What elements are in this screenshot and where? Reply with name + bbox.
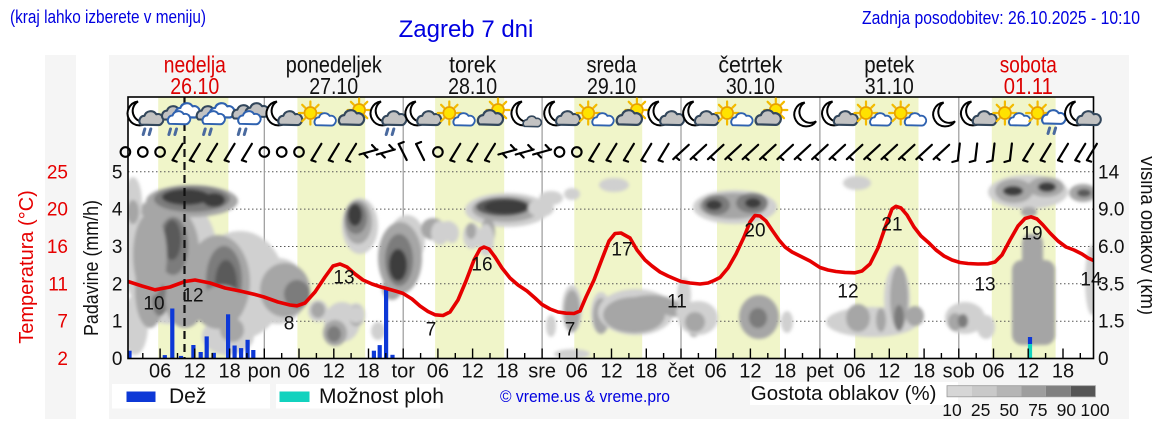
svg-text:10: 10: [942, 400, 962, 420]
svg-text:7: 7: [565, 320, 576, 341]
svg-text:ponedeljek: ponedeljek: [286, 52, 382, 78]
svg-text:3.5: 3.5: [1098, 274, 1124, 295]
svg-text:29.10: 29.10: [587, 73, 636, 99]
svg-text:90: 90: [1057, 400, 1077, 420]
svg-text:pet: pet: [806, 361, 834, 383]
svg-text:30.10: 30.10: [726, 73, 775, 99]
svg-text:2: 2: [57, 349, 68, 370]
svg-text:11: 11: [667, 292, 687, 313]
svg-text:06: 06: [149, 361, 171, 383]
svg-text:10: 10: [143, 294, 164, 315]
svg-text:18: 18: [774, 361, 796, 383]
svg-text:tor: tor: [392, 361, 416, 383]
svg-text:12: 12: [461, 361, 483, 383]
svg-text:3: 3: [112, 237, 123, 258]
svg-text:Možnost ploh: Možnost ploh: [319, 385, 444, 408]
svg-text:31.10: 31.10: [865, 73, 914, 99]
svg-text:1.5: 1.5: [1098, 312, 1124, 333]
svg-text:Gostota oblakov (%): Gostota oblakov (%): [751, 382, 937, 405]
svg-text:13: 13: [333, 268, 354, 289]
svg-text:14: 14: [1080, 270, 1102, 291]
svg-text:petek: petek: [864, 52, 914, 78]
svg-text:12: 12: [182, 286, 203, 307]
svg-text:Višina oblakov (km): Višina oblakov (km): [1136, 155, 1152, 315]
svg-text:© vreme.us & vreme.pro: © vreme.us & vreme.pro: [500, 387, 670, 406]
svg-text:50: 50: [999, 400, 1019, 420]
svg-text:06: 06: [705, 361, 727, 383]
svg-text:21: 21: [881, 215, 902, 236]
svg-text:25: 25: [971, 400, 990, 420]
svg-text:6.0: 6.0: [1098, 237, 1124, 258]
svg-text:18: 18: [218, 361, 240, 383]
svg-text:25: 25: [47, 162, 68, 183]
svg-text:01.11: 01.11: [1004, 73, 1053, 99]
svg-text:5: 5: [112, 162, 123, 183]
svg-text:12: 12: [184, 361, 206, 383]
svg-text:20: 20: [744, 221, 765, 242]
svg-text:torek: torek: [449, 52, 496, 78]
svg-text:čet: čet: [668, 361, 695, 383]
svg-text:12: 12: [878, 361, 900, 383]
svg-text:06: 06: [427, 361, 449, 383]
svg-text:13: 13: [974, 275, 995, 296]
svg-text:8: 8: [284, 314, 295, 335]
svg-text:12: 12: [739, 361, 761, 383]
svg-text:28.10: 28.10: [448, 73, 497, 99]
svg-text:12: 12: [323, 361, 345, 383]
svg-text:17: 17: [611, 240, 632, 261]
svg-text:18: 18: [1052, 361, 1074, 383]
svg-text:27.10: 27.10: [309, 73, 358, 99]
svg-text:75: 75: [1028, 400, 1047, 420]
svg-text:0: 0: [112, 349, 123, 370]
svg-text:7: 7: [57, 312, 68, 333]
svg-text:Temperatura (°C): Temperatura (°C): [16, 190, 38, 344]
svg-text:20: 20: [47, 200, 68, 221]
svg-text:Zadnja posodobitev: 26.10.2025: Zadnja posodobitev: 26.10.2025 - 10:10: [862, 8, 1140, 28]
svg-text:četrtek: četrtek: [718, 52, 782, 78]
svg-text:06: 06: [566, 361, 588, 383]
svg-text:2: 2: [112, 274, 123, 295]
svg-text:Dež: Dež: [169, 385, 206, 408]
svg-text:sobota: sobota: [1000, 52, 1057, 78]
svg-text:pon: pon: [248, 361, 281, 383]
svg-text:sob: sob: [943, 361, 975, 383]
svg-text:sre: sre: [528, 361, 556, 383]
svg-text:9.0: 9.0: [1098, 200, 1124, 221]
svg-text:18: 18: [635, 361, 657, 383]
svg-text:11: 11: [48, 274, 68, 295]
svg-text:Padavine (mm/h): Padavine (mm/h): [81, 200, 103, 336]
svg-text:19: 19: [1021, 224, 1042, 245]
svg-text:14: 14: [1098, 162, 1120, 183]
svg-text:16: 16: [47, 237, 68, 258]
svg-text:(kraj lahko izberete v meniju): (kraj lahko izberete v meniju): [10, 7, 206, 27]
svg-text:06: 06: [843, 361, 865, 383]
svg-text:12: 12: [837, 282, 858, 303]
svg-text:12: 12: [1017, 361, 1039, 383]
svg-text:1: 1: [112, 312, 123, 333]
svg-text:18: 18: [357, 361, 379, 383]
svg-text:7: 7: [426, 320, 437, 341]
svg-text:nedelja: nedelja: [164, 52, 226, 78]
svg-text:06: 06: [982, 361, 1004, 383]
svg-text:0: 0: [1098, 349, 1109, 370]
svg-text:06: 06: [288, 361, 310, 383]
svg-text:100: 100: [1080, 400, 1109, 420]
svg-text:12: 12: [600, 361, 622, 383]
svg-text:4: 4: [112, 200, 123, 221]
svg-text:Zagreb 7 dni: Zagreb 7 dni: [399, 16, 534, 43]
svg-text:26.10: 26.10: [170, 73, 219, 99]
svg-text:sreda: sreda: [587, 52, 637, 78]
svg-text:18: 18: [913, 361, 935, 383]
svg-text:16: 16: [471, 255, 492, 276]
svg-text:18: 18: [496, 361, 518, 383]
